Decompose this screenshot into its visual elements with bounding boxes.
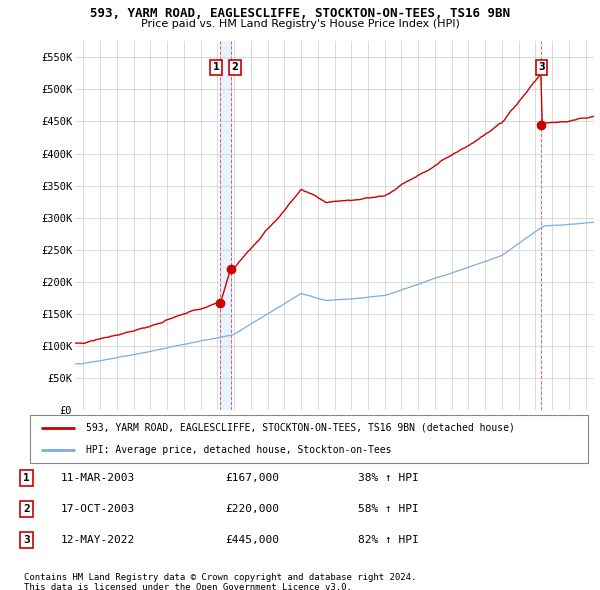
Text: HPI: Average price, detached house, Stockton-on-Tees: HPI: Average price, detached house, Stoc… (86, 445, 391, 455)
Text: 3: 3 (23, 535, 30, 545)
Text: £220,000: £220,000 (225, 504, 279, 514)
Text: £167,000: £167,000 (225, 473, 279, 483)
Text: 82% ↑ HPI: 82% ↑ HPI (358, 535, 418, 545)
Text: 58% ↑ HPI: 58% ↑ HPI (358, 504, 418, 514)
Text: 1: 1 (213, 62, 220, 72)
Text: 12-MAY-2022: 12-MAY-2022 (61, 535, 135, 545)
Text: 11-MAR-2003: 11-MAR-2003 (61, 473, 135, 483)
Text: 2: 2 (23, 504, 30, 514)
Text: £445,000: £445,000 (225, 535, 279, 545)
Text: 2: 2 (232, 62, 238, 72)
Text: Price paid vs. HM Land Registry's House Price Index (HPI): Price paid vs. HM Land Registry's House … (140, 19, 460, 29)
Text: 593, YARM ROAD, EAGLESCLIFFE, STOCKTON-ON-TEES, TS16 9BN (detached house): 593, YARM ROAD, EAGLESCLIFFE, STOCKTON-O… (86, 423, 515, 433)
Text: Contains HM Land Registry data © Crown copyright and database right 2024.: Contains HM Land Registry data © Crown c… (24, 573, 416, 582)
Bar (220, 41, 230, 410)
Text: This data is licensed under the Open Government Licence v3.0.: This data is licensed under the Open Gov… (24, 583, 352, 590)
Text: 1: 1 (23, 473, 30, 483)
Text: 17-OCT-2003: 17-OCT-2003 (61, 504, 135, 514)
Text: 38% ↑ HPI: 38% ↑ HPI (358, 473, 418, 483)
Text: 593, YARM ROAD, EAGLESCLIFFE, STOCKTON-ON-TEES, TS16 9BN: 593, YARM ROAD, EAGLESCLIFFE, STOCKTON-O… (90, 7, 510, 20)
Text: 3: 3 (538, 62, 545, 72)
